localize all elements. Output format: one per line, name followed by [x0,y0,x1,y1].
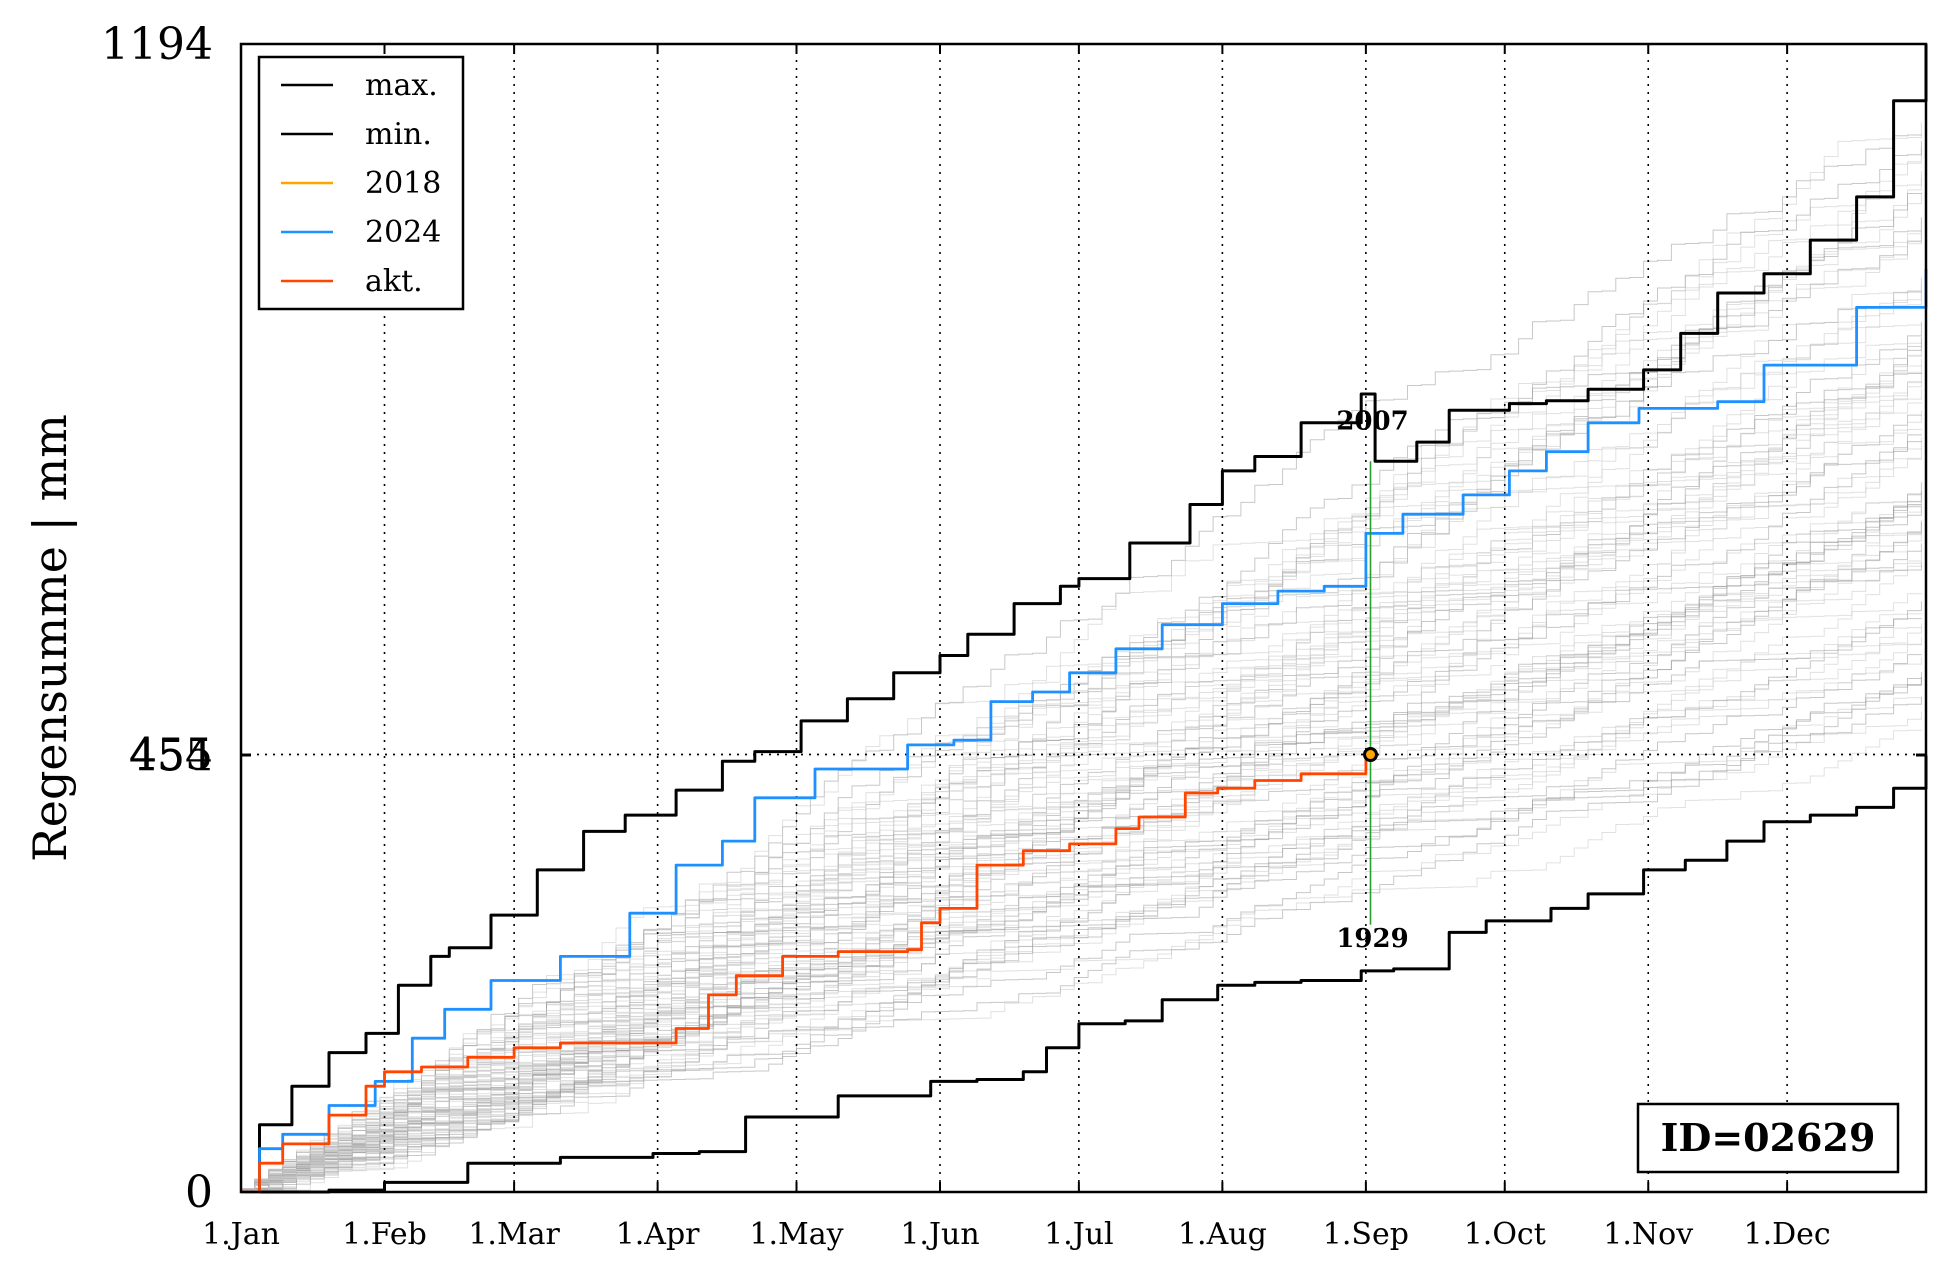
axis-ticks: 1.Jan 1.Feb 1.Mar 1.Apr 1.May 1.Jun 1.Jul 1.Aug… [101,19,1926,1252]
x-tick-label: 1.Dec [1744,1217,1831,1252]
historical-year-line [240,388,1922,1192]
historical-year-line [240,277,1922,1192]
historical-year-line [240,141,1922,1192]
historical-year-line [240,618,1922,1192]
annotation-label: 1929 [1336,924,1408,954]
x-tick-label: 1.Apr [616,1217,700,1252]
y-tick-label: 1194 [101,19,213,70]
x-tick-label: 1.May [749,1217,843,1252]
historical-year-line [240,458,1922,1192]
legend: max. min. 2018 2024 akt. [257,55,465,311]
annotation-label: 2007 [1336,407,1408,437]
legend-label: akt. [365,264,423,299]
historical-year-line [240,696,1922,1192]
historical-year-line [240,491,1922,1192]
y-tick-label: 0 [185,1167,213,1218]
historical-year-line [240,562,1922,1192]
station-id-text: ID=02629 [1661,1115,1876,1160]
current-value-point [1363,747,1379,763]
historical-year-line [240,162,1922,1192]
x-tick-label: 1.Feb [342,1217,427,1252]
historical-year-line [240,520,1922,1192]
x-tick-label: 1.Mar [468,1217,560,1252]
legend-label: 2018 [365,166,441,201]
legend-label: max. [365,68,438,103]
series-line-min [241,755,1928,1194]
legend-label: 2024 [365,215,441,250]
id-box-frame [1636,1102,1900,1174]
y-tick-label: 454 [129,730,213,781]
x-tick-label: 1.Jul [1044,1217,1114,1252]
annotations: 2007 1929 [1336,407,1408,954]
x-tick-label: 1.Oct [1464,1217,1546,1252]
series-line-akt [241,754,1368,1194]
y-tick-label: 455 [129,730,213,781]
x-tick-label: 1.Aug [1178,1217,1267,1252]
historical-year-lines [240,122,1922,1193]
x-tick-label: 1.Jan [202,1217,280,1252]
historical-year-line [240,500,1922,1192]
historical-year-line [240,122,1922,1192]
station-id-box: ID=02629 [1636,1102,1900,1174]
legend-label: min. [365,117,432,152]
historical-year-line [240,134,1922,1192]
historical-year-line [240,372,1922,1192]
historical-year-line [240,482,1922,1192]
plot-frame [239,42,1928,1194]
series-line-2024 [241,269,1928,1194]
series-lines [241,44,1928,1194]
historical-year-line [240,561,1922,1193]
y-axis-label: Regensumme | mm [23,414,77,862]
x-tick-label: 1.Nov [1603,1217,1693,1252]
historical-year-line [240,371,1922,1192]
historical-year-line [240,365,1922,1192]
historical-year-line [240,354,1922,1192]
historical-year-line [240,402,1922,1192]
x-tick-label: 1.Sep [1323,1217,1409,1252]
x-tick-label: 1.Jun [900,1217,979,1252]
series-line-max [241,44,1928,1194]
